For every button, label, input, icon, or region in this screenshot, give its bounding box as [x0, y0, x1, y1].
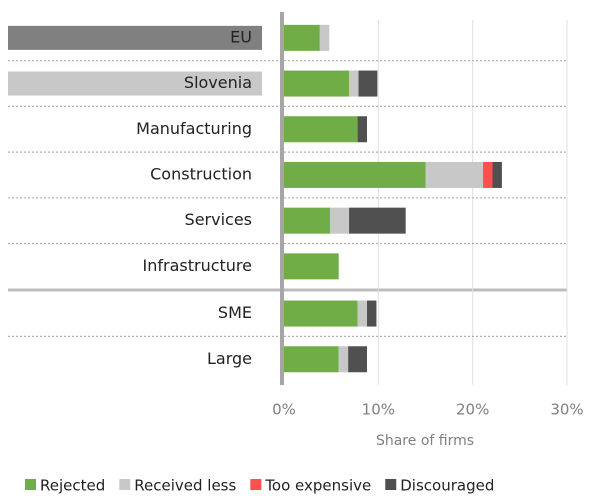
bar-segment — [284, 70, 350, 97]
bar-segment — [330, 207, 350, 234]
y-tick-label: Construction — [150, 164, 252, 183]
legend-swatch — [25, 479, 36, 490]
bar-segment — [284, 116, 358, 143]
label-background — [8, 71, 262, 96]
legend-label: Discouraged — [400, 477, 494, 495]
y-tick-label: Services — [185, 210, 252, 229]
bar-segment — [357, 300, 368, 327]
y-tick-label: Large — [207, 349, 252, 368]
x-tick-label: 20% — [456, 401, 489, 419]
y-tick-label: Manufacturing — [136, 119, 252, 138]
legend-swatch — [119, 479, 131, 490]
bar-segment — [284, 300, 358, 327]
x-tick-label: 10% — [362, 401, 395, 419]
y-tick-label: SME — [218, 303, 252, 322]
legend-label: Too expensive — [264, 477, 371, 495]
legend-swatch — [250, 479, 262, 490]
legend-label: Rejected — [40, 477, 105, 495]
bar-segment — [483, 161, 493, 188]
bar-segment — [338, 346, 349, 373]
bar-segment — [284, 24, 320, 51]
bar-segment — [348, 346, 368, 373]
legend-label: Received less — [134, 477, 236, 495]
y-tick-label: Infrastructure — [143, 256, 252, 275]
bar-segment — [284, 346, 339, 373]
y-tick-label: EU — [230, 27, 252, 46]
bar-segment — [425, 161, 484, 188]
bar-segment — [349, 207, 406, 234]
bar-segment — [284, 161, 426, 188]
bar-segment — [349, 70, 359, 97]
x-tick-label: 0% — [272, 401, 296, 419]
bar-segment — [319, 24, 330, 51]
bar-segment — [492, 161, 502, 188]
y-tick-label: Slovenia — [184, 73, 252, 92]
bar-segment — [358, 70, 378, 97]
bar-segment — [284, 253, 339, 280]
x-axis-label: Share of firms — [376, 433, 474, 449]
bar-segment — [357, 116, 368, 143]
legend-swatch — [385, 479, 397, 490]
bar-segment — [367, 300, 377, 327]
x-tick-label: 30% — [550, 401, 583, 419]
bar-segment — [284, 207, 331, 234]
label-background — [8, 25, 262, 50]
